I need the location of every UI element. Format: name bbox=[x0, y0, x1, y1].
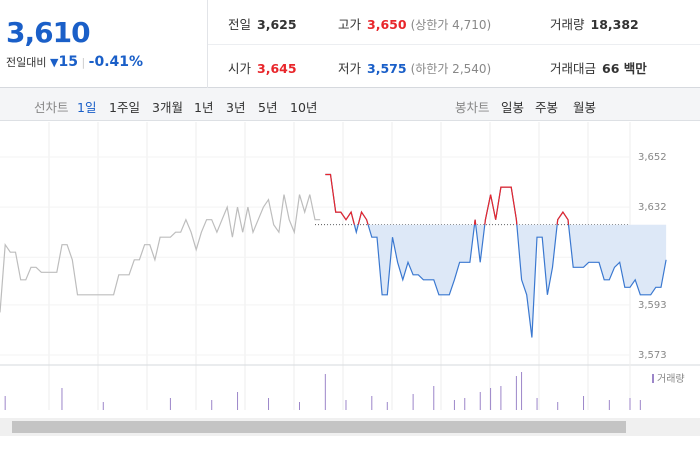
nav-label: 봉차트 bbox=[455, 100, 490, 115]
legend-swatch bbox=[652, 374, 654, 383]
y-tick-label: 3,593 bbox=[638, 300, 667, 311]
candle-tab[interactable]: 일봉 bbox=[501, 100, 525, 115]
price-line bbox=[0, 194, 321, 313]
period-nav: 선차트 1일 1주일 3개월 1년 3년 5년 10년 봉차트 일봉 주봉 월봉 bbox=[0, 88, 700, 121]
stat-value: 66 백만 bbox=[602, 61, 647, 76]
price-line-up bbox=[325, 173, 570, 225]
stat-note: (하한가 2,540) bbox=[410, 62, 492, 76]
stat: 고가 3,650 (상한가 4,710) bbox=[338, 14, 491, 33]
stat-value: 18,382 bbox=[590, 17, 639, 32]
stat-label: 저가 bbox=[338, 61, 362, 76]
header: 3,610 전일대비 ▼15 | -0.41% 전일 3,625 고가 3,650 (상… bbox=[0, 0, 700, 88]
nav-label: 선차트 bbox=[34, 100, 69, 115]
price-panel: 3,610 전일대비 ▼15 | -0.41% bbox=[0, 0, 208, 88]
stat-value: 3,645 bbox=[257, 61, 297, 76]
period-tab[interactable]: 3개월 bbox=[152, 100, 183, 115]
period-tab[interactable]: 1년 bbox=[194, 100, 214, 115]
change-pct: -0.41% bbox=[88, 54, 144, 70]
change-label: 전일대비 bbox=[6, 56, 47, 69]
stat-label: 거래대금 bbox=[550, 61, 597, 76]
price: 3,610 bbox=[6, 16, 91, 49]
stat: 거래대금 66 백만 bbox=[550, 58, 647, 77]
scroll-thumb bbox=[12, 421, 626, 433]
stat: 저가 3,575 (하한가 2,540) bbox=[338, 58, 491, 77]
stat: 전일 3,625 bbox=[228, 14, 297, 33]
stat-value: 3,650 bbox=[367, 17, 407, 32]
stat-label: 거래량 bbox=[550, 17, 585, 32]
stat: 시가 3,645 bbox=[228, 58, 297, 77]
area bbox=[325, 224, 667, 338]
candle-tab[interactable]: 월봉 bbox=[573, 100, 597, 115]
period-tab[interactable]: 3년 bbox=[226, 100, 246, 115]
stat-value: 3,575 bbox=[367, 61, 407, 76]
y-tick-label: 3,652 bbox=[638, 152, 667, 163]
stat-label: 시가 bbox=[228, 61, 252, 76]
candle-tab[interactable]: 주봉 bbox=[535, 100, 559, 115]
stat: 거래량 18,382 bbox=[550, 14, 639, 33]
stat-label: 고가 bbox=[338, 17, 362, 32]
y-tick-label: 3,632 bbox=[638, 202, 667, 213]
stat-note: (상한가 4,710) bbox=[410, 18, 492, 32]
period-tab[interactable]: 10년 bbox=[290, 100, 318, 115]
change: 전일대비 ▼15 | -0.41% bbox=[6, 54, 144, 70]
stat-label: 전일 bbox=[228, 17, 252, 32]
period-tab[interactable]: 1주일 bbox=[109, 100, 140, 115]
change-value: 15 bbox=[58, 54, 78, 70]
legend-label: 거래량 bbox=[657, 373, 685, 385]
period-tab[interactable]: 5년 bbox=[258, 100, 278, 115]
y-tick-label: 3,573 bbox=[638, 350, 667, 361]
period-tab[interactable]: 1일 bbox=[77, 100, 97, 115]
stat-value: 3,625 bbox=[257, 17, 297, 32]
